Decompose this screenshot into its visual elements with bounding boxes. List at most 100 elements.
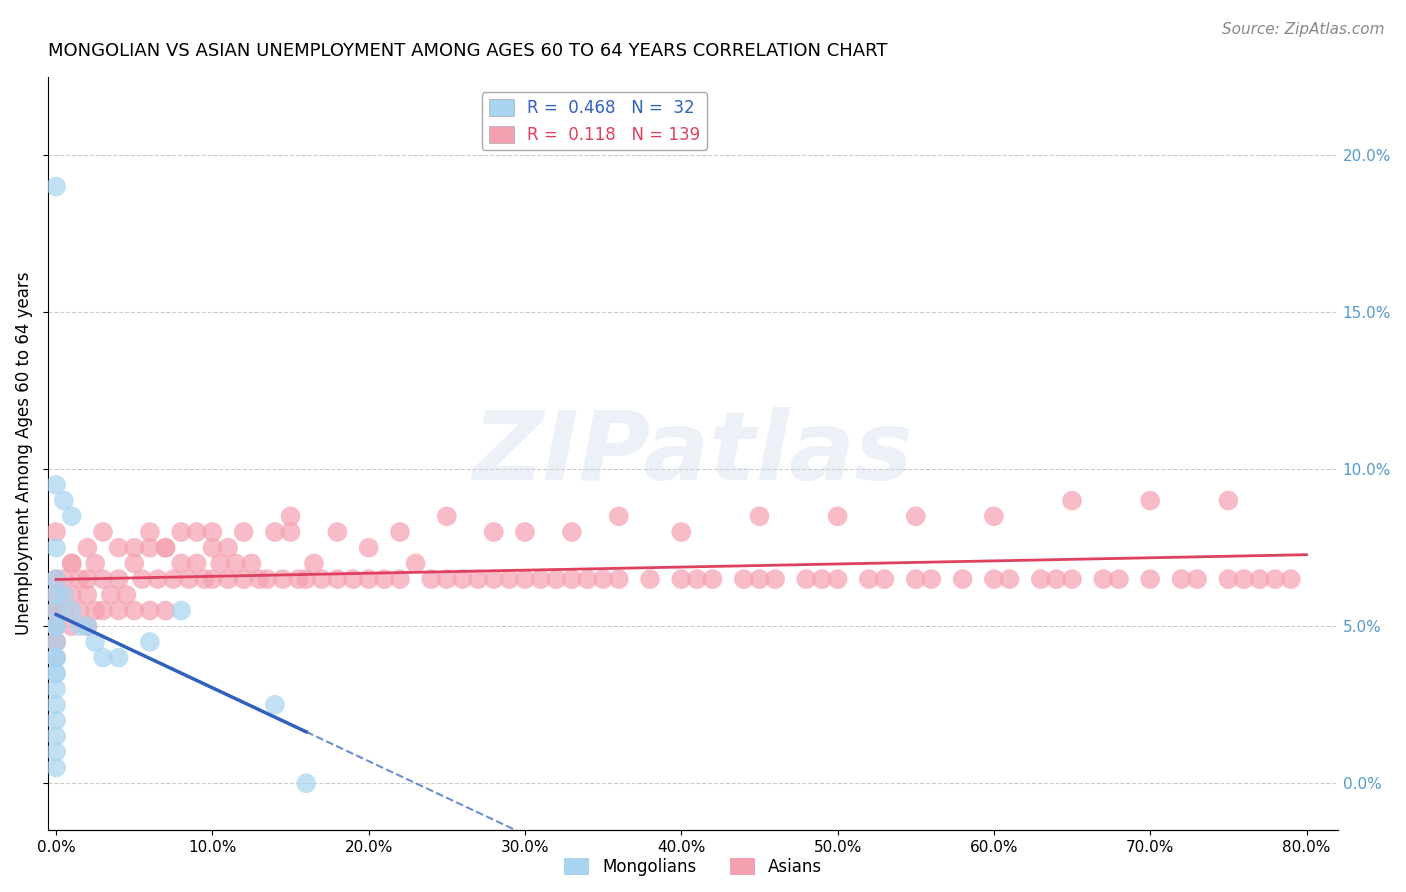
Point: [52, 572, 75, 586]
Point: [107, 650, 129, 665]
Point: [1029, 572, 1052, 586]
Point: [373, 572, 395, 586]
Point: [748, 509, 770, 524]
Point: [271, 572, 294, 586]
Point: [139, 524, 162, 539]
Point: [45, 541, 67, 555]
Point: [311, 572, 333, 586]
Point: [52, 493, 75, 508]
Point: [436, 572, 458, 586]
Point: [45, 698, 67, 712]
Point: [107, 541, 129, 555]
Point: [45, 635, 67, 649]
Point: [84, 557, 107, 571]
Point: [60, 509, 83, 524]
Point: [60, 588, 83, 602]
Point: [45, 650, 67, 665]
Point: [983, 509, 1005, 524]
Point: [45, 588, 67, 602]
Point: [91, 650, 114, 665]
Point: [155, 541, 177, 555]
Point: [295, 572, 318, 586]
Point: [45, 650, 67, 665]
Point: [326, 524, 349, 539]
Point: [139, 635, 162, 649]
Point: [1264, 572, 1286, 586]
Point: [139, 603, 162, 617]
Point: [561, 524, 583, 539]
Text: MONGOLIAN VS ASIAN UNEMPLOYMENT AMONG AGES 60 TO 64 YEARS CORRELATION CHART: MONGOLIAN VS ASIAN UNEMPLOYMENT AMONG AG…: [48, 42, 887, 60]
Point: [45, 761, 67, 775]
Point: [405, 557, 427, 571]
Point: [170, 603, 193, 617]
Point: [671, 524, 693, 539]
Point: [91, 572, 114, 586]
Point: [155, 603, 177, 617]
Point: [45, 729, 67, 743]
Point: [482, 524, 505, 539]
Point: [904, 572, 927, 586]
Point: [170, 557, 193, 571]
Point: [146, 572, 169, 586]
Point: [45, 666, 67, 681]
Point: [45, 619, 67, 633]
Point: [60, 603, 83, 617]
Point: [1060, 572, 1083, 586]
Point: [232, 524, 254, 539]
Point: [827, 572, 849, 586]
Point: [1060, 493, 1083, 508]
Point: [194, 572, 217, 586]
Point: [1279, 572, 1302, 586]
Point: [45, 619, 67, 633]
Point: [1185, 572, 1208, 586]
Point: [357, 572, 380, 586]
Point: [592, 572, 614, 586]
Text: Source: ZipAtlas.com: Source: ZipAtlas.com: [1222, 22, 1385, 37]
Point: [1139, 572, 1161, 586]
Point: [76, 619, 98, 633]
Point: [91, 603, 114, 617]
Point: [264, 524, 287, 539]
Point: [748, 572, 770, 586]
Point: [287, 572, 309, 586]
Point: [326, 572, 349, 586]
Point: [84, 635, 107, 649]
Point: [52, 588, 75, 602]
Point: [498, 572, 520, 586]
Point: [201, 572, 224, 586]
Point: [280, 509, 302, 524]
Point: [69, 603, 91, 617]
Point: [45, 619, 67, 633]
Point: [247, 572, 270, 586]
Point: [998, 572, 1021, 586]
Point: [295, 776, 318, 790]
Point: [827, 509, 849, 524]
Point: [122, 603, 145, 617]
Point: [45, 619, 67, 633]
Point: [702, 572, 724, 586]
Point: [920, 572, 942, 586]
Point: [45, 603, 67, 617]
Point: [45, 681, 67, 696]
Point: [45, 524, 67, 539]
Point: [201, 541, 224, 555]
Point: [420, 572, 443, 586]
Point: [45, 650, 67, 665]
Point: [671, 572, 693, 586]
Point: [177, 572, 200, 586]
Legend: Mongolians, Asians: Mongolians, Asians: [557, 851, 830, 882]
Point: [1139, 493, 1161, 508]
Point: [162, 572, 184, 586]
Point: [546, 572, 568, 586]
Point: [232, 572, 254, 586]
Point: [904, 509, 927, 524]
Point: [240, 557, 263, 571]
Point: [1249, 572, 1271, 586]
Point: [115, 588, 138, 602]
Point: [186, 557, 208, 571]
Point: [811, 572, 834, 586]
Point: [763, 572, 786, 586]
Point: [131, 572, 153, 586]
Point: [561, 572, 583, 586]
Point: [983, 572, 1005, 586]
